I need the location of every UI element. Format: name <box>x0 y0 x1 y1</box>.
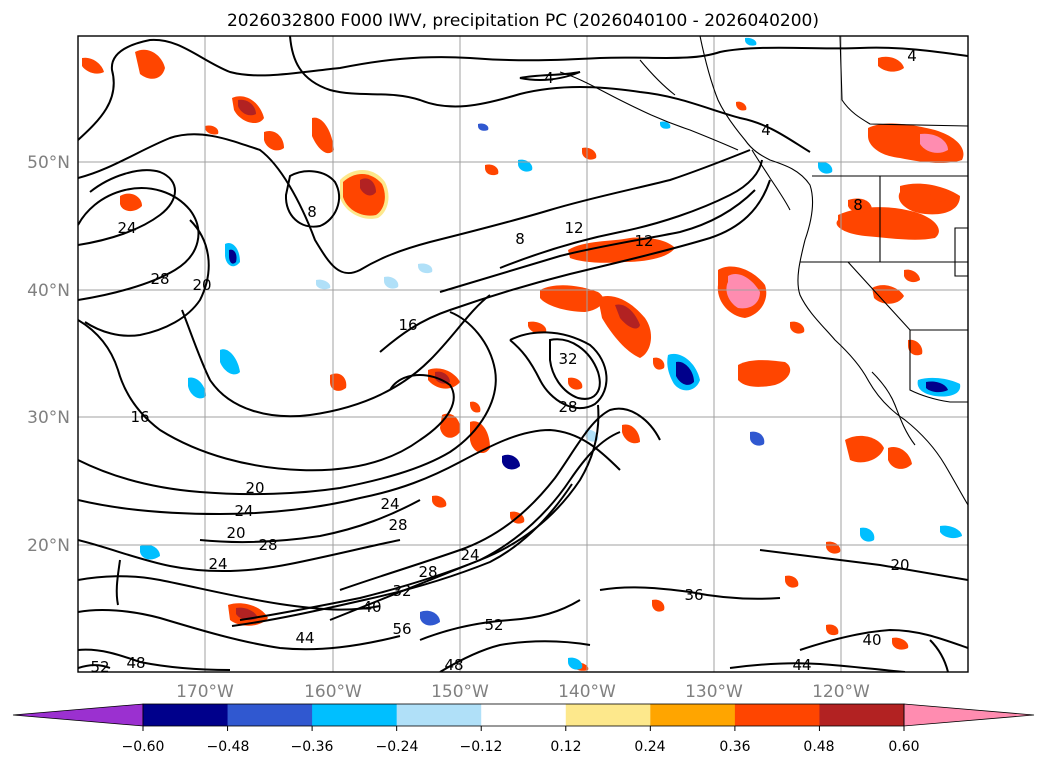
lon-label-120w: 120°W <box>812 682 870 702</box>
contour-label: 24 <box>234 502 253 520</box>
colorbar-segment <box>143 704 229 726</box>
contour-labels: 4 4 4 8 8 8 12 12 16 16 20 20 20 20 24 2… <box>90 47 916 676</box>
colorbar-segment <box>565 704 651 726</box>
contour-label: 32 <box>558 350 577 368</box>
precip-negative <box>140 37 962 670</box>
contour-label: 20 <box>226 524 245 542</box>
coastlines <box>559 36 968 506</box>
contour-label: 44 <box>295 629 314 647</box>
contour-label: 24 <box>460 546 479 564</box>
contour-label: 48 <box>444 656 463 674</box>
contour-label: 28 <box>258 536 277 554</box>
contour-label: 4 <box>544 69 554 87</box>
map-title: 2026032800 F000 IWV, precipitation PC (2… <box>227 11 819 31</box>
colorbar-tick-label: −0.12 <box>460 739 503 755</box>
colorbar-tick-label: 0.60 <box>888 739 919 755</box>
lat-label-30n: 30°N <box>27 408 70 428</box>
colorbar-segment <box>481 704 567 726</box>
contour-label: 36 <box>684 586 703 604</box>
contour-label: 32 <box>392 582 411 600</box>
contour-label: 56 <box>392 620 411 638</box>
colorbar-segment <box>650 704 736 726</box>
colorbar-tick-label: −0.36 <box>291 739 334 755</box>
contour-label: 52 <box>484 616 503 634</box>
colorbar: −0.60 −0.48 −0.36 −0.24 −0.12 0.12 0.24 … <box>12 703 1035 755</box>
contour-label: 16 <box>398 316 417 334</box>
contour-label: 28 <box>418 563 437 581</box>
contour-label: 20 <box>245 479 264 497</box>
lon-label-170w: 170°W <box>176 682 234 702</box>
colorbar-ticks <box>142 726 905 731</box>
lat-label-40n: 40°N <box>27 281 70 301</box>
colorbar-outline <box>142 703 905 727</box>
colorbar-tick-label: 0.36 <box>719 739 750 755</box>
contour-label: 40 <box>862 631 881 649</box>
contour-label: 28 <box>388 516 407 534</box>
contour-label: 12 <box>634 232 653 250</box>
contour-label: 20 <box>192 276 211 294</box>
lon-label-150w: 150°W <box>431 682 489 702</box>
contour-label: 40 <box>362 598 381 616</box>
colorbar-tick-label: −0.60 <box>122 739 165 755</box>
contour-label: 4 <box>907 47 917 65</box>
contour-label: 8 <box>307 203 317 221</box>
lon-label-130w: 130°W <box>685 682 743 702</box>
map-panel <box>77 35 969 673</box>
contour-label: 20 <box>890 556 909 574</box>
colorbar-extend-high <box>903 703 1035 727</box>
contour-label: 48 <box>126 654 145 672</box>
contour-label: 8 <box>853 196 863 214</box>
contour-label: 52 <box>90 658 109 676</box>
contour-label: 16 <box>130 408 149 426</box>
colorbar-tick-label: −0.24 <box>376 739 419 755</box>
colorbar-tick-label: −0.48 <box>207 739 250 755</box>
contour-label: 4 <box>761 121 771 139</box>
colorbar-segment <box>312 704 398 726</box>
graticule <box>78 36 968 672</box>
lat-label-50n: 50°N <box>27 153 70 173</box>
colorbar-segments <box>12 703 1035 727</box>
latitude-labels: 50°N 40°N 30°N 20°N <box>27 153 70 556</box>
map-frame <box>77 35 969 673</box>
precipitation-shading <box>82 37 964 671</box>
contour-label: 12 <box>564 219 583 237</box>
colorbar-tick-labels: −0.60 −0.48 −0.36 −0.24 −0.12 0.12 0.24 … <box>122 739 920 755</box>
colorbar-segment <box>227 704 313 726</box>
contour-label: 44 <box>792 656 811 674</box>
precip-positive <box>82 49 964 671</box>
lon-label-140w: 140°W <box>558 682 616 702</box>
iwv-contours <box>78 36 968 672</box>
colorbar-segment <box>734 704 820 726</box>
lon-label-160w: 160°W <box>304 682 362 702</box>
contour-label: 28 <box>558 398 577 416</box>
colorbar-tick-label: 0.24 <box>634 739 665 755</box>
contour-label: 24 <box>380 495 399 513</box>
contour-label: 24 <box>117 219 136 237</box>
contour-label: 8 <box>515 230 525 248</box>
longitude-labels: 170°W 160°W 150°W 140°W 130°W 120°W <box>176 682 870 702</box>
contour-label: 24 <box>208 555 227 573</box>
colorbar-extend-low <box>12 703 144 727</box>
lat-label-20n: 20°N <box>27 536 70 556</box>
colorbar-segment <box>396 704 482 726</box>
contour-label: 28 <box>150 270 169 288</box>
colorbar-tick-label: 0.48 <box>803 739 834 755</box>
colorbar-segment <box>819 704 905 726</box>
colorbar-tick-label: 0.12 <box>550 739 581 755</box>
